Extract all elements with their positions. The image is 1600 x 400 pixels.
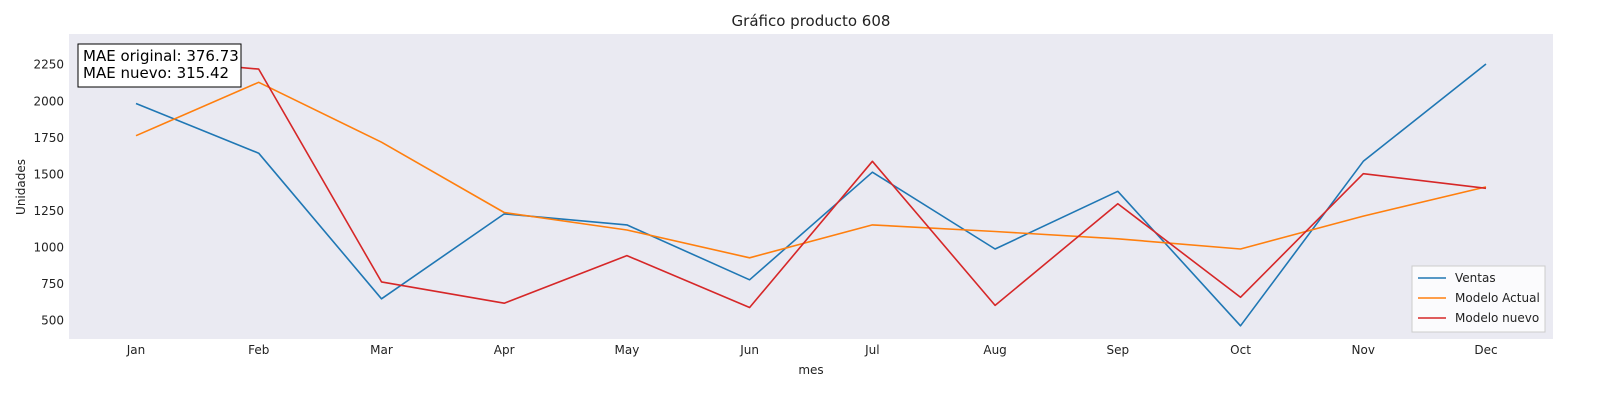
- y-tick-label: 1500: [33, 167, 64, 181]
- x-tick-label: Sep: [1107, 343, 1130, 357]
- x-tick-label: Mar: [370, 343, 393, 357]
- legend-label: Ventas: [1455, 271, 1496, 285]
- series-line-0: [135, 63, 1487, 327]
- series-line-1: [135, 81, 1487, 259]
- x-tick-label: Jul: [864, 343, 879, 357]
- y-tick-label: 2000: [33, 94, 64, 108]
- y-tick-label: 1250: [33, 204, 64, 218]
- y-axis-label: Unidades: [14, 159, 28, 215]
- x-tick-label: Jan: [126, 343, 146, 357]
- y-tick-label: 750: [41, 277, 64, 291]
- legend-label: Modelo Actual: [1455, 291, 1540, 305]
- x-tick-label: Jun: [739, 343, 759, 357]
- y-tick-label: 2250: [33, 58, 64, 72]
- legend-box: [1411, 265, 1546, 333]
- annotation-mae-nuevo: MAE nuevo: 315.42: [83, 64, 229, 82]
- plot-background: [69, 34, 1553, 339]
- x-tick-label: Feb: [248, 343, 269, 357]
- x-axis-label: mes: [798, 363, 823, 377]
- annotation-box: [77, 43, 242, 88]
- legend-label: Modelo nuevo: [1455, 311, 1539, 325]
- mae-annotation: MAE original: 376.73 MAE nuevo: 315.42: [77, 43, 242, 88]
- y-tick-label: 1000: [33, 241, 64, 255]
- legend: Ventas Modelo Actual Modelo nuevo: [1411, 265, 1546, 333]
- series-line-2: [135, 57, 1487, 309]
- annotation-mae-original: MAE original: 376.73: [83, 47, 239, 65]
- x-tick-label: Nov: [1352, 343, 1375, 357]
- x-tick-label: Aug: [983, 343, 1006, 357]
- series-lines: [135, 57, 1487, 327]
- y-tick-labels: 500 750 1000 1250 1500 1750 2000 2250: [33, 58, 64, 328]
- y-tick-label: 500: [41, 314, 64, 328]
- y-tick-label: 1750: [33, 131, 64, 145]
- x-tick-label: Apr: [494, 343, 515, 357]
- x-tick-label: Oct: [1230, 343, 1251, 357]
- chart-title: Gráfico producto 608: [732, 12, 891, 30]
- x-tick-label: May: [615, 343, 640, 357]
- x-tick-labels: Jan Feb Mar Apr May Jun Jul Aug Sep Oct Nov Dec: [126, 343, 1498, 357]
- x-tick-label: Dec: [1474, 343, 1497, 357]
